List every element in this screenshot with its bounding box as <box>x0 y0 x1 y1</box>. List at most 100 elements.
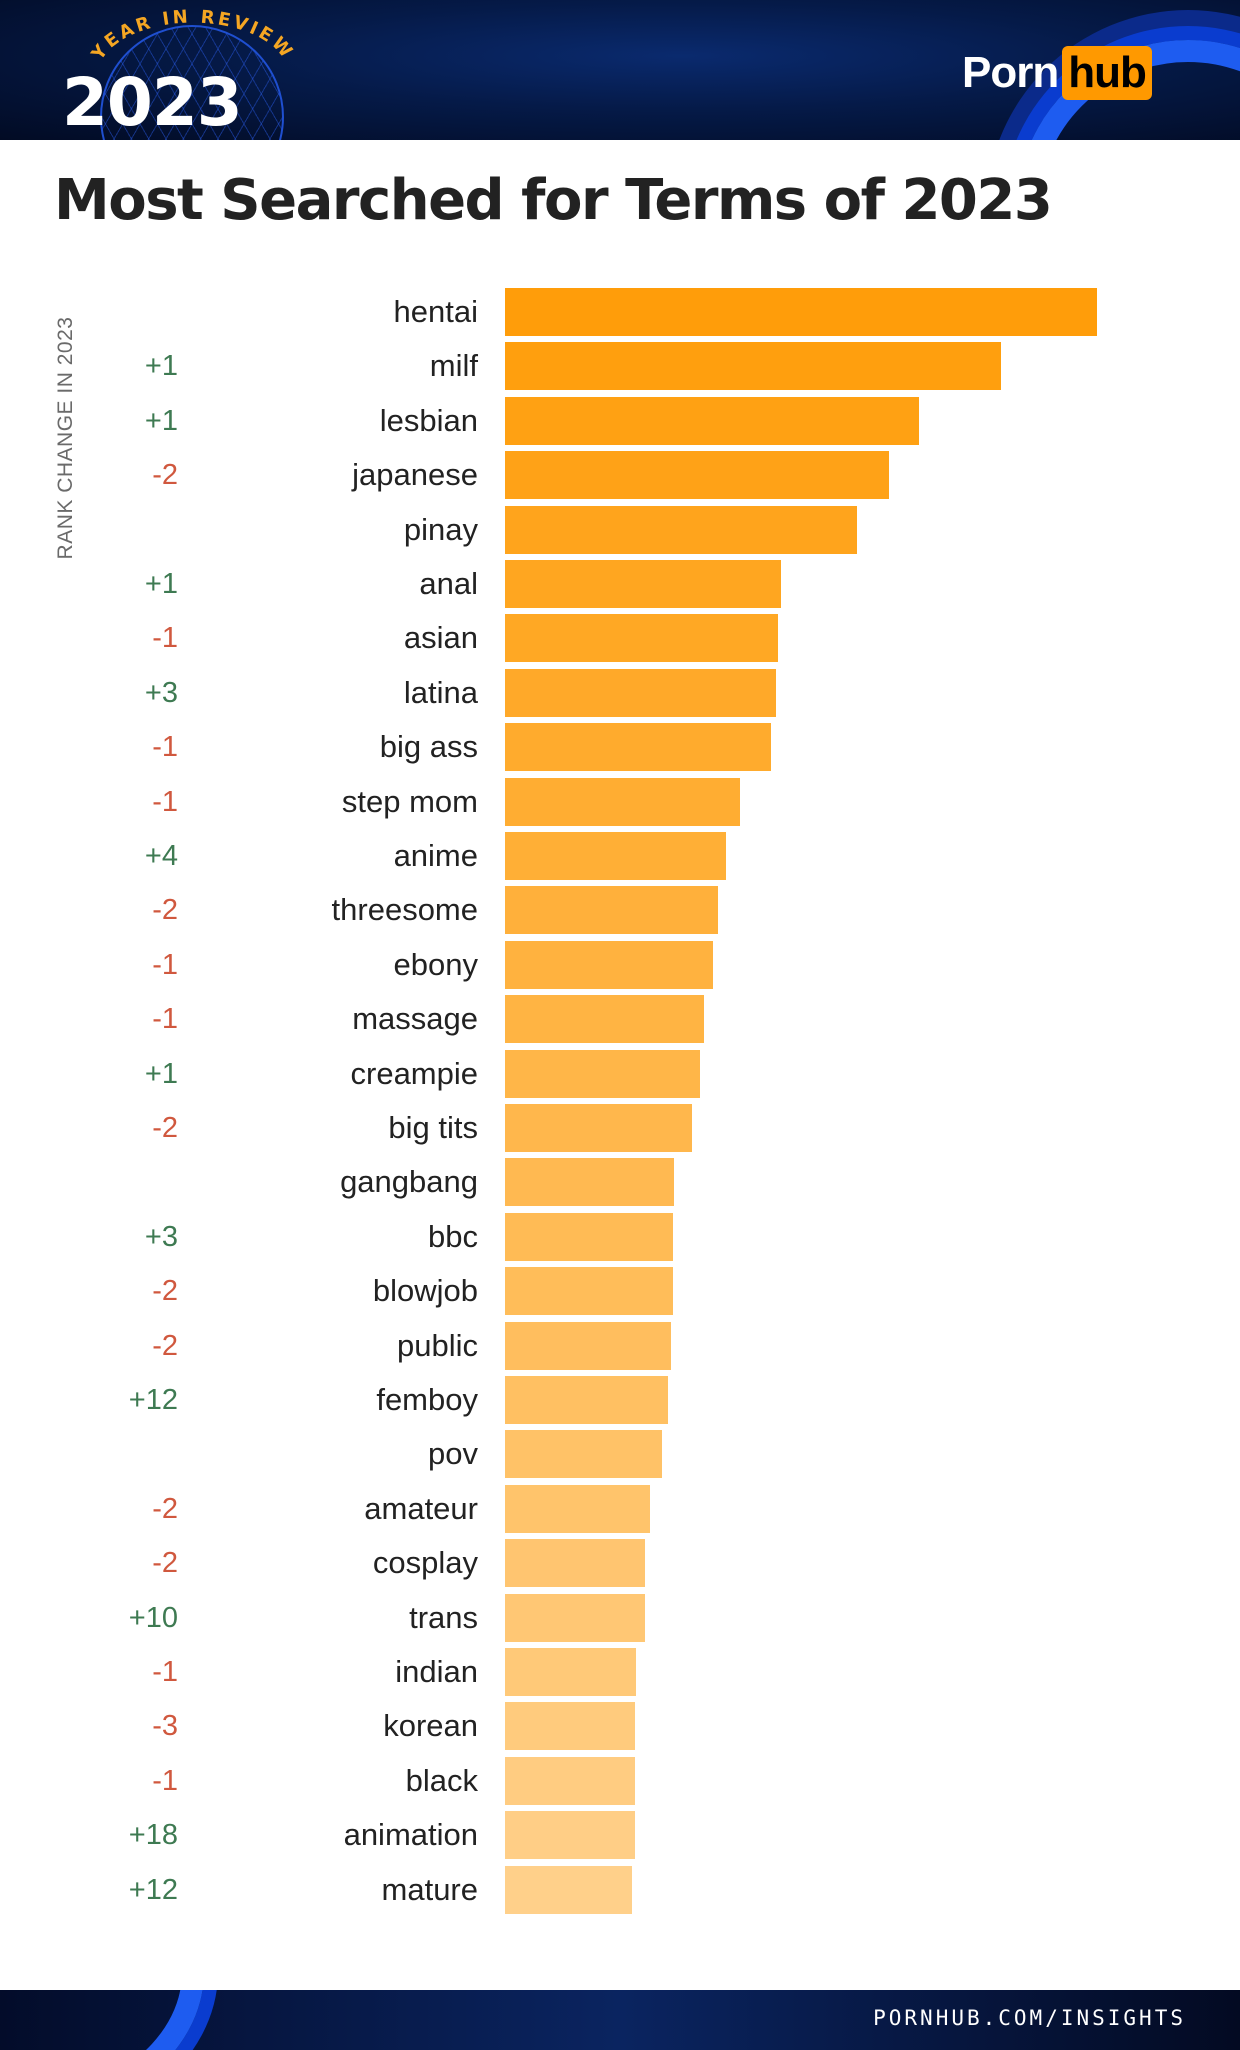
rank-change-label: -1 <box>152 1003 178 1036</box>
rank-change-label: +10 <box>128 1601 178 1634</box>
rank-change-label: +3 <box>144 676 178 709</box>
rank-change-label: -2 <box>152 894 178 927</box>
bar-milf <box>505 342 1001 391</box>
chart-row: -2 amateur <box>0 1484 1240 1533</box>
rank-change-label: -2 <box>152 1275 178 1308</box>
bar-korean <box>505 1702 635 1751</box>
chart-row: +1 creampie <box>0 1049 1240 1098</box>
bar-hentai <box>505 288 1097 336</box>
header-banner: YEAR IN REVIEW 2023 Porn hub <box>0 0 1240 140</box>
rank-change-label: -1 <box>152 785 178 818</box>
chart-row: -3 korean <box>0 1702 1240 1751</box>
bar-asian <box>505 614 778 663</box>
term-label: pinay <box>403 511 478 547</box>
rank-change-label: -1 <box>152 948 178 981</box>
rank-change-label: +4 <box>144 840 178 872</box>
chart-row: +1 milf <box>0 342 1240 391</box>
rank-change-label: -2 <box>152 1492 178 1525</box>
term-label: asian <box>403 620 478 656</box>
rank-change-label: -1 <box>152 1656 178 1688</box>
rank-change-label: +3 <box>144 1220 178 1253</box>
chart-row: -1 black <box>0 1756 1240 1805</box>
pornhub-logo: Porn hub <box>962 46 1152 100</box>
bar-creampie <box>505 1049 700 1098</box>
rank-change-label: +12 <box>128 1384 178 1416</box>
rank-change-label: -2 <box>152 459 178 492</box>
term-label: animation <box>343 1817 478 1853</box>
chart-row: +12 femboy <box>0 1376 1240 1424</box>
bar-ebony <box>505 940 713 989</box>
chart-row: -1 ebony <box>0 940 1240 989</box>
chart-row: +1 lesbian <box>0 396 1240 445</box>
term-label: japanese <box>352 457 478 493</box>
chart-title: Most Searched for Terms of 2023 <box>54 168 1053 233</box>
rank-change-label: +12 <box>128 1873 178 1906</box>
rank-change-label: -1 <box>152 622 178 655</box>
chart-row: pov <box>0 1430 1240 1479</box>
chart-row: -1 indian <box>0 1648 1240 1696</box>
term-label: milf <box>429 348 478 384</box>
bar-public <box>505 1321 671 1370</box>
chart-row: -2 threesome <box>0 886 1240 935</box>
chart-row: pinay <box>0 505 1240 554</box>
term-label: step mom <box>341 783 478 819</box>
term-label: trans <box>409 1599 478 1635</box>
bar-pinay <box>505 505 857 554</box>
term-label: threesome <box>331 892 478 928</box>
bar-lesbian <box>505 396 920 445</box>
chart-row: +12 mature <box>0 1865 1240 1914</box>
bar-trans <box>505 1593 645 1642</box>
rank-change-label: -2 <box>152 1547 178 1580</box>
insights-url[interactable]: PORNHUB.COM/INSIGHTS <box>873 2006 1186 2030</box>
chart-row: +1 anal <box>0 560 1240 608</box>
term-label: korean <box>383 1708 478 1744</box>
term-label: amateur <box>364 1490 478 1526</box>
rank-change-label: -2 <box>152 1329 178 1362</box>
footer-banner: PORNHUB.COM/INSIGHTS <box>0 1990 1240 2050</box>
year-in-review-badge: YEAR IN REVIEW <box>88 6 295 60</box>
term-label: blowjob <box>372 1273 478 1309</box>
term-label: femboy <box>376 1382 478 1417</box>
chart-row: hentai <box>0 288 1240 336</box>
rank-change-label: +18 <box>128 1819 178 1852</box>
rank-change-label: +1 <box>144 568 178 600</box>
chart-row: -2 blowjob <box>0 1267 1240 1316</box>
term-label: hentai <box>393 294 478 329</box>
bar-big-tits <box>505 1104 693 1152</box>
term-label: anime <box>393 838 478 873</box>
bar-massage <box>505 995 704 1044</box>
rank-change-label: +1 <box>144 350 178 383</box>
bar-indian <box>505 1648 636 1696</box>
chart-row: -2 cosplay <box>0 1539 1240 1588</box>
term-label: massage <box>352 1001 478 1037</box>
bar-threesome <box>505 886 719 935</box>
bar-mature <box>505 1865 632 1914</box>
chart-row: -1 massage <box>0 995 1240 1044</box>
bar-anal <box>505 560 781 608</box>
term-label: gangbang <box>340 1164 478 1200</box>
bar-gangbang <box>505 1158 674 1207</box>
term-label: bbc <box>428 1218 478 1254</box>
year-badge: 2023 <box>62 64 243 140</box>
bar-step-mom <box>505 777 741 826</box>
rank-change-label: -2 <box>152 1112 178 1144</box>
bar-black <box>505 1756 635 1805</box>
chart-row: +18 animation <box>0 1811 1240 1860</box>
decorative-arcs <box>0 1990 204 2050</box>
term-label: public <box>397 1327 478 1363</box>
term-label: pov <box>428 1436 478 1472</box>
chart-row: -1 asian <box>0 614 1240 663</box>
bar-pov <box>505 1430 662 1479</box>
bar-anime <box>505 832 726 880</box>
chart-row: +3 latina <box>0 668 1240 717</box>
chart-row: gangbang <box>0 1158 1240 1207</box>
bar-bbc <box>505 1212 673 1261</box>
rank-change-label: -3 <box>152 1710 178 1743</box>
term-label: indian <box>395 1654 478 1689</box>
term-label: cosplay <box>372 1545 478 1581</box>
chart-row: -1 big ass <box>0 723 1240 772</box>
bar-big-ass <box>505 723 772 772</box>
bar-animation <box>505 1811 635 1860</box>
bar-blowjob <box>505 1267 673 1316</box>
logo-accent: hub <box>1062 46 1152 100</box>
